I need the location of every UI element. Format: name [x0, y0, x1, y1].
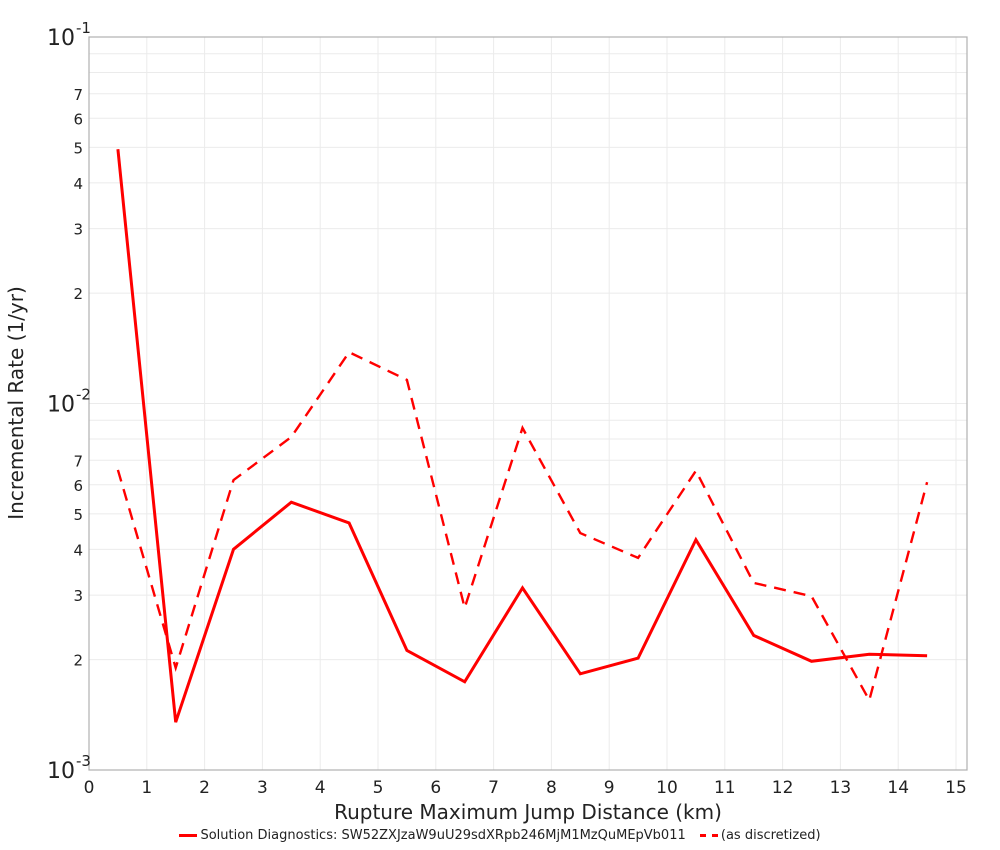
x-tick: 6 [430, 778, 441, 798]
y-tick-major: 10 [47, 26, 75, 51]
y-tick-minor: 7 [73, 452, 83, 470]
x-tick: 10 [656, 778, 678, 798]
legend: Solution Diagnostics: SW52ZXJzaW9uU29sdX… [0, 826, 1000, 843]
y-tick-minor: 6 [73, 477, 83, 495]
x-tick: 7 [488, 778, 499, 798]
dashed-line-swatch-icon [699, 834, 718, 837]
y-tick-minor: 2 [73, 652, 83, 670]
y-tick-exponent: -1 [76, 19, 91, 37]
series-lines [116, 149, 929, 723]
y-tick-major: 10 [47, 393, 75, 418]
legend-label-discretized: (as discretized) [720, 828, 821, 843]
y-tick-minor: 4 [73, 175, 83, 193]
x-tick: 5 [373, 778, 384, 798]
y-tick-minor: 3 [73, 221, 83, 239]
x-tick: 15 [945, 778, 967, 798]
x-tick: 11 [714, 778, 736, 798]
y-tick-minor: 4 [73, 541, 83, 559]
y-axis-label: Incremental Rate (1/yr) [4, 286, 28, 519]
y-tick-minor: 5 [73, 506, 83, 524]
series-solution-line [116, 149, 928, 723]
x-tick: 14 [887, 778, 909, 798]
y-tick-exponent: -3 [76, 752, 91, 770]
y-tick-minor: 5 [73, 139, 83, 157]
x-axis-label: Rupture Maximum Jump Distance (km) [334, 800, 722, 824]
y-tick-minor: 3 [73, 587, 83, 605]
y-tick-minor: 7 [73, 86, 83, 104]
y-tick-minor: 2 [73, 285, 83, 303]
solid-line-swatch-icon [179, 834, 198, 837]
x-tick: 2 [199, 778, 210, 798]
legend-item-solution: Solution Diagnostics: SW52ZXJzaW9uU29sdX… [179, 828, 686, 843]
x-tick: 9 [604, 778, 615, 798]
y-tick-major: 10 [47, 759, 75, 784]
series-discretized-line [116, 350, 929, 704]
x-axis-ticks: 0 1 2 3 4 5 6 7 8 9 10 11 12 13 14 15 [84, 778, 967, 798]
legend-item-discretized: (as discretized) [694, 828, 821, 843]
y-tick-exponent: -2 [76, 386, 91, 404]
legend-label-solution: Solution Diagnostics: SW52ZXJzaW9uU29sdX… [200, 828, 686, 843]
x-tick: 4 [315, 778, 326, 798]
plot-frame [88, 36, 968, 771]
x-tick: 3 [257, 778, 268, 798]
grid-lines [89, 37, 967, 770]
x-tick: 1 [141, 778, 152, 798]
y-tick-minor: 6 [73, 110, 83, 128]
x-tick: 8 [546, 778, 557, 798]
x-tick: 13 [830, 778, 852, 798]
x-tick: 0 [84, 778, 95, 798]
x-tick: 12 [772, 778, 794, 798]
